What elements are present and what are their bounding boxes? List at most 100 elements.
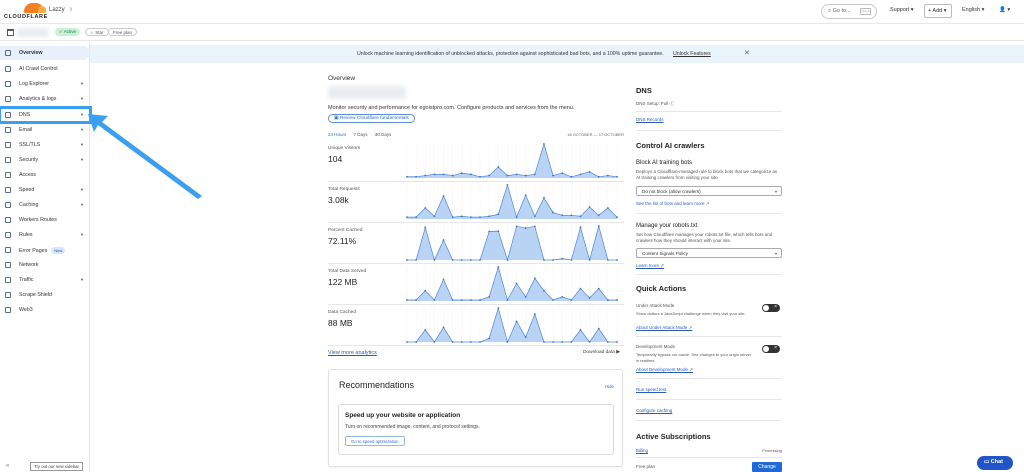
sidebar-item-rules[interactable]: Rules ▼ bbox=[0, 228, 90, 242]
block-ai-select[interactable]: Do not block (allow crawlers) ▾ bbox=[636, 186, 782, 196]
configure-caching-link[interactable]: Configure caching bbox=[636, 408, 673, 413]
uam-link[interactable]: About Under Attack Mode ↗ bbox=[636, 325, 693, 330]
metric-label: Unique Visitors bbox=[328, 146, 361, 151]
collapse-sidebar-icon[interactable]: « bbox=[6, 463, 10, 469]
plan-badge[interactable]: Free plan bbox=[108, 28, 138, 36]
caching-icon bbox=[5, 202, 11, 208]
sidebar-item-web3[interactable]: Web3 bbox=[0, 303, 90, 317]
metric-data-cached: Data Cached 88 MB bbox=[328, 305, 624, 346]
tab-24-hours[interactable]: 24 Hours bbox=[328, 132, 347, 137]
sidebar-item-workers-routes[interactable]: Workers Routes bbox=[0, 213, 90, 227]
email-icon bbox=[5, 127, 11, 133]
traffic-icon bbox=[5, 277, 11, 283]
scrape-shield-icon bbox=[5, 292, 11, 298]
star-button[interactable]: ☆ Star bbox=[85, 28, 109, 36]
sidebar-item-access[interactable]: Access bbox=[0, 168, 90, 182]
metric-unique-visitors: Unique Visitors 104 bbox=[328, 141, 624, 182]
speed-optimization-button[interactable]: Go to speed optimization bbox=[345, 436, 405, 446]
try-new-sidebar-button[interactable]: Try out our new sidebar bbox=[30, 462, 83, 471]
window-icon[interactable] bbox=[7, 29, 14, 36]
sidebar-item-ai-crawl-control[interactable]: AI Crawl Control bbox=[0, 62, 90, 76]
download-data-link[interactable]: Download data ▶ bbox=[582, 350, 620, 355]
ai-crawl-icon bbox=[5, 66, 11, 72]
metric-label: Data Cached bbox=[328, 310, 356, 315]
hide-recommendations-link[interactable]: Hide bbox=[604, 384, 614, 389]
chat-button[interactable]: ▭ Chat bbox=[977, 456, 1013, 470]
sidebar-item-label: Speed bbox=[19, 187, 35, 193]
recommendation-text: Turn on recommended image, content, and … bbox=[345, 424, 480, 430]
metric-total-requests: Total Requests 3.08k bbox=[328, 182, 624, 223]
sparkline-chart[interactable] bbox=[405, 305, 625, 345]
add-menu[interactable]: + Add ▾ bbox=[924, 4, 952, 18]
sidebar-item-label: Caching bbox=[19, 202, 39, 208]
chevron-down-icon: ▾ bbox=[774, 189, 777, 194]
recommendation-title: Speed up your website or application bbox=[345, 412, 461, 419]
goto-search[interactable]: ⌕ Go to... Ctrl+K bbox=[821, 4, 877, 19]
change-plan-button[interactable]: Change bbox=[752, 462, 782, 472]
tab-7-days[interactable]: 7 Days bbox=[353, 132, 368, 137]
sidebar-item-overview[interactable]: Overview bbox=[0, 46, 90, 60]
sidebar-item-analytics-logs[interactable]: Analytics & logs ▼ bbox=[0, 92, 90, 106]
view-more-analytics-link[interactable]: View more analytics bbox=[328, 350, 377, 356]
sidebar-item-error-pages[interactable]: Error Pages New bbox=[0, 243, 90, 257]
access-icon bbox=[5, 172, 11, 178]
page-title: Overview bbox=[328, 75, 356, 82]
under-attack-toggle[interactable]: × bbox=[762, 304, 780, 312]
workers-icon bbox=[5, 217, 11, 223]
dns-records-link[interactable]: DNS Records bbox=[636, 117, 664, 122]
chevron-down-icon: ▼ bbox=[80, 202, 84, 207]
sidebar-item-caching[interactable]: Caching ▼ bbox=[0, 198, 90, 212]
ai-crawlers-title: Control AI crawlers bbox=[636, 141, 705, 150]
chevron-down-icon: ▼ bbox=[80, 96, 84, 101]
sidebar-item-label: SSL/TLS bbox=[19, 142, 41, 148]
sidebar-item-ssl-tls[interactable]: SSL/TLS ▼ bbox=[0, 138, 90, 152]
sidebar-item-security[interactable]: Security ▼ bbox=[0, 153, 90, 167]
run-speed-test-link[interactable]: Run speed test bbox=[636, 387, 667, 392]
top-bar: CLOUDFLARE Lazzy ⇳ ⌕ Go to... Ctrl+K Supp… bbox=[0, 0, 1024, 24]
uam-title: Under Attack Mode bbox=[636, 303, 675, 308]
language-menu[interactable]: English ▾ bbox=[962, 7, 985, 13]
subscriptions-title: Active Subscriptions bbox=[636, 432, 711, 441]
sparkline-chart[interactable] bbox=[405, 264, 625, 304]
chevron-down-icon: ▾ bbox=[774, 251, 777, 256]
sidebar-item-network[interactable]: Network bbox=[0, 258, 90, 272]
robots-learn-more-link[interactable]: Learn more ↗ bbox=[636, 263, 665, 268]
sidebar-item-dns[interactable]: DNS ▼ bbox=[0, 106, 92, 124]
support-menu[interactable]: Support ▾ bbox=[890, 7, 914, 13]
user-menu[interactable]: 👤 ▾ bbox=[999, 7, 1011, 13]
sidebar-item-traffic[interactable]: Traffic ▼ bbox=[0, 273, 90, 287]
chevron-down-icon: ▼ bbox=[80, 112, 84, 117]
account-switcher[interactable]: Lazzy ⇳ bbox=[49, 7, 73, 13]
annotation-arrow-icon bbox=[88, 114, 202, 199]
sparkline-chart[interactable] bbox=[405, 182, 625, 222]
sidebar-item-scrape-shield[interactable]: Scrape Shield bbox=[0, 288, 90, 302]
cloudflare-logo[interactable]: CLOUDFLARE bbox=[4, 3, 47, 21]
uam-text: Show visitors a JavaScript challenge whe… bbox=[636, 311, 746, 316]
sidebar-item-label: Web3 bbox=[19, 307, 33, 313]
sidebar-item-label: Network bbox=[19, 262, 39, 268]
metric-value: 72.11% bbox=[328, 236, 357, 246]
sparkline-chart[interactable] bbox=[405, 141, 625, 181]
domain-redacted bbox=[328, 86, 406, 99]
unlock-features-link[interactable]: Unlock Features bbox=[673, 51, 711, 57]
bots-list-link[interactable]: See the list of bots and learn more ↗ bbox=[636, 201, 710, 206]
review-fundamentals-button[interactable]: ▣ Review Cloudflare fundamentals bbox=[328, 114, 415, 123]
block-ai-text: Deploys a Cloudflare-managed rule to blo… bbox=[636, 169, 778, 180]
tab-30-days[interactable]: 30 Days bbox=[374, 132, 392, 137]
metric-value: 3.08k bbox=[328, 195, 349, 205]
dev-mode-link[interactable]: About Development Mode ↗ bbox=[636, 367, 694, 372]
close-icon[interactable]: ✕ bbox=[744, 50, 750, 57]
recommendation-item: Speed up your website or application Tur… bbox=[338, 404, 614, 455]
robots-title: Manage your robots.txt bbox=[636, 223, 698, 229]
sparkline-chart[interactable] bbox=[405, 223, 625, 263]
sidebar-item-label: Rules bbox=[19, 232, 33, 238]
metric-label: Total Data Served bbox=[328, 269, 367, 274]
sidebar-item-speed[interactable]: Speed ▼ bbox=[0, 183, 90, 197]
sidebar-item-log-explorer[interactable]: Log Explorer ▼ bbox=[0, 77, 90, 91]
chat-icon: ▭ bbox=[984, 459, 991, 465]
chevron-down-icon: ▼ bbox=[80, 127, 84, 132]
robots-select[interactable]: Content Signals Policy ▾ bbox=[636, 248, 782, 258]
sidebar-item-email[interactable]: Email ▼ bbox=[0, 123, 90, 137]
billing-link[interactable]: Billing bbox=[636, 448, 649, 453]
dev-mode-toggle[interactable]: × bbox=[762, 345, 780, 353]
